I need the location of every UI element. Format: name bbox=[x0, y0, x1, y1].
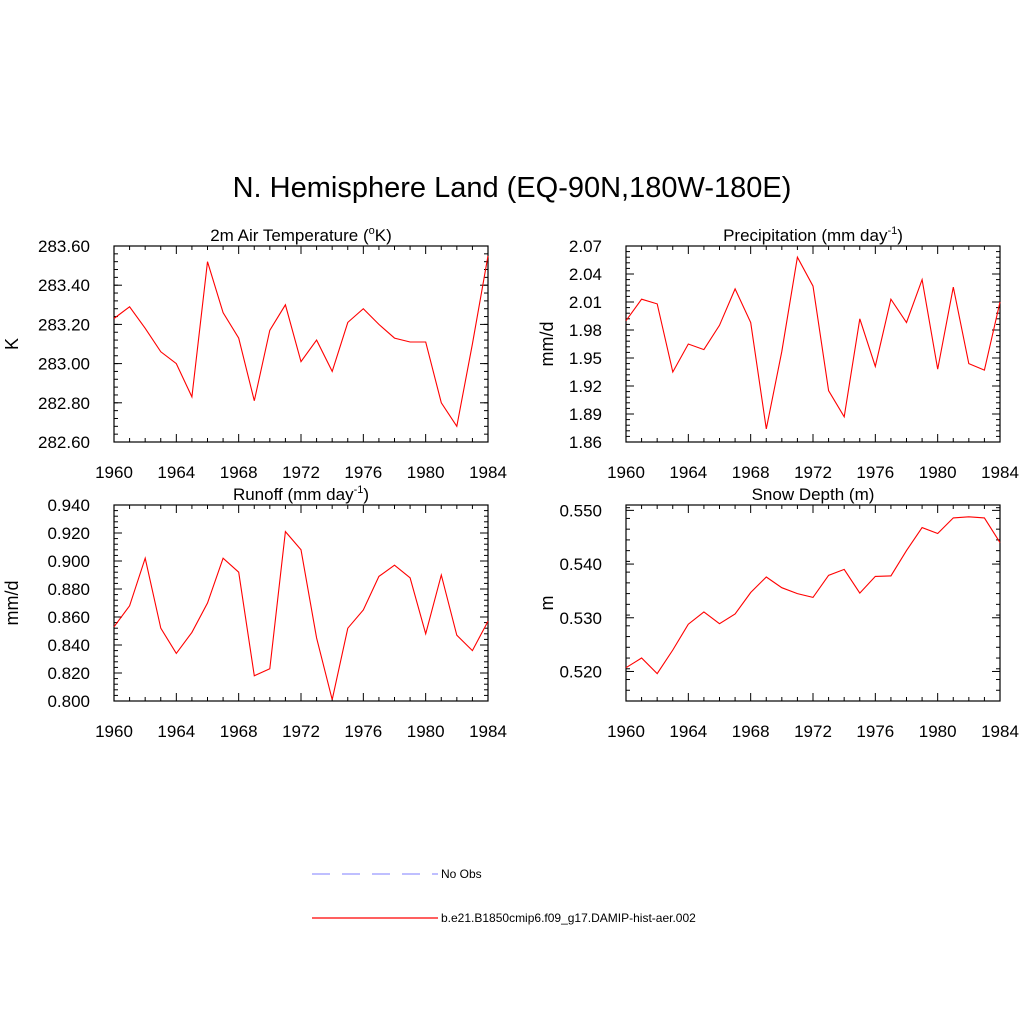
x-tick-label: 1964 bbox=[669, 463, 707, 482]
panel-title: Precipitation (mm day-1) bbox=[723, 225, 903, 245]
x-tick-label: 1972 bbox=[794, 722, 832, 741]
x-tick-label: 1984 bbox=[469, 722, 507, 741]
y-tick-label: 0.940 bbox=[47, 496, 90, 515]
plot-frame bbox=[113, 504, 489, 702]
y-tick-label: 283.40 bbox=[38, 276, 90, 295]
x-tick-label: 1964 bbox=[157, 463, 195, 482]
series-line-precipitation bbox=[625, 255, 1001, 430]
x-tick-label: 1972 bbox=[282, 722, 320, 741]
y-tick-label: 1.92 bbox=[569, 377, 602, 396]
y-tick-label: 1.95 bbox=[569, 349, 602, 368]
panels-group: 1960 1964 1968 1972 1976 1980 1984 282.60 282.80… bbox=[2, 225, 1019, 741]
x-tick-label: 1980 bbox=[919, 722, 957, 741]
series-line-temperature bbox=[113, 255, 489, 428]
x-tick-label: 1968 bbox=[732, 463, 770, 482]
x-tick-label: 1960 bbox=[95, 463, 133, 482]
x-tick-label: 1984 bbox=[981, 722, 1019, 741]
x-tick-label: 1976 bbox=[344, 722, 382, 741]
y-tick-label: 282.80 bbox=[38, 394, 90, 413]
y-tick-label: 2.01 bbox=[569, 293, 602, 312]
x-tick-label: 1968 bbox=[220, 722, 258, 741]
panel-temperature: 1960 1964 1968 1972 1976 1980 1984 282.60 282.80… bbox=[2, 225, 507, 482]
figure-title: N. Hemisphere Land (EQ-90N,180W-180E) bbox=[232, 172, 792, 204]
x-tick-label: 1960 bbox=[95, 722, 133, 741]
x-tick-label: 1960 bbox=[607, 463, 645, 482]
plot-frame bbox=[625, 245, 1001, 443]
series-line-runoff bbox=[113, 530, 489, 700]
x-tick-label: 1984 bbox=[981, 463, 1019, 482]
y-tick-label: 0.860 bbox=[47, 608, 90, 627]
x-tick-label: 1960 bbox=[607, 722, 645, 741]
x-tick-label: 1976 bbox=[856, 463, 894, 482]
x-tick-label: 1972 bbox=[794, 463, 832, 482]
y-tick-label: 283.20 bbox=[38, 315, 90, 334]
panel-precipitation: 1960 1964 1968 1972 1976 1980 1984 1.86 1.89 1.92… bbox=[537, 225, 1019, 482]
x-tick-label: 1976 bbox=[856, 722, 894, 741]
series-line-snow-depth bbox=[625, 516, 1001, 675]
y-tick-label: 0.530 bbox=[559, 609, 602, 628]
panel-runoff: 1960 1964 1968 1972 1976 1980 1984 0.800 0.820 0.… bbox=[2, 484, 507, 741]
x-tick-label: 1968 bbox=[220, 463, 258, 482]
legend: No Obs b.e21.B1850cmip6.f09_g17.DAMIP-hi… bbox=[312, 867, 696, 925]
y-tick-label: 1.86 bbox=[569, 433, 602, 452]
y-tick-label: 0.920 bbox=[47, 524, 90, 543]
y-axis-label: mm/d bbox=[2, 581, 22, 626]
panel-title: Runoff (mm day-1) bbox=[233, 484, 369, 504]
plot-frame bbox=[113, 245, 489, 443]
x-tick-label: 1964 bbox=[157, 722, 195, 741]
y-axis-label: m bbox=[537, 596, 557, 611]
y-tick-label: 282.60 bbox=[38, 433, 90, 452]
x-tick-label: 1976 bbox=[344, 463, 382, 482]
y-axis-label: K bbox=[2, 338, 22, 350]
x-tick-label: 1968 bbox=[732, 722, 770, 741]
y-tick-label: 283.60 bbox=[38, 237, 90, 256]
y-tick-label: 0.840 bbox=[47, 636, 90, 655]
y-tick-label: 2.07 bbox=[569, 237, 602, 256]
y-tick-label: 0.900 bbox=[47, 552, 90, 571]
x-tick-label: 1980 bbox=[919, 463, 957, 482]
legend-model-label: b.e21.B1850cmip6.f09_g17.DAMIP-hist-aer.… bbox=[441, 911, 696, 925]
y-tick-label: 0.880 bbox=[47, 580, 90, 599]
y-tick-label: 0.520 bbox=[559, 662, 602, 681]
x-tick-label: 1980 bbox=[407, 722, 445, 741]
y-tick-label: 1.89 bbox=[569, 405, 602, 424]
y-tick-label: 1.98 bbox=[569, 321, 602, 340]
y-axis-label: mm/d bbox=[537, 322, 557, 367]
panel-title: 2m Air Temperature (oK) bbox=[210, 225, 392, 245]
y-tick-label: 0.820 bbox=[47, 664, 90, 683]
y-tick-label: 2.04 bbox=[569, 265, 602, 284]
x-tick-label: 1980 bbox=[407, 463, 445, 482]
x-tick-label: 1984 bbox=[469, 463, 507, 482]
y-tick-label: 0.540 bbox=[559, 555, 602, 574]
x-tick-label: 1964 bbox=[669, 722, 707, 741]
x-tick-label: 1972 bbox=[282, 463, 320, 482]
plot-frame bbox=[625, 504, 1001, 702]
y-tick-label: 283.00 bbox=[38, 355, 90, 374]
y-tick-label: 0.550 bbox=[559, 501, 602, 520]
y-tick-label: 0.800 bbox=[47, 692, 90, 711]
panel-snow-depth: 1960 1964 1968 1972 1976 1980 1984 0.520 0.530 0.… bbox=[537, 485, 1019, 741]
legend-obs-label: No Obs bbox=[441, 867, 482, 881]
panel-title: Snow Depth (m) bbox=[752, 485, 875, 504]
